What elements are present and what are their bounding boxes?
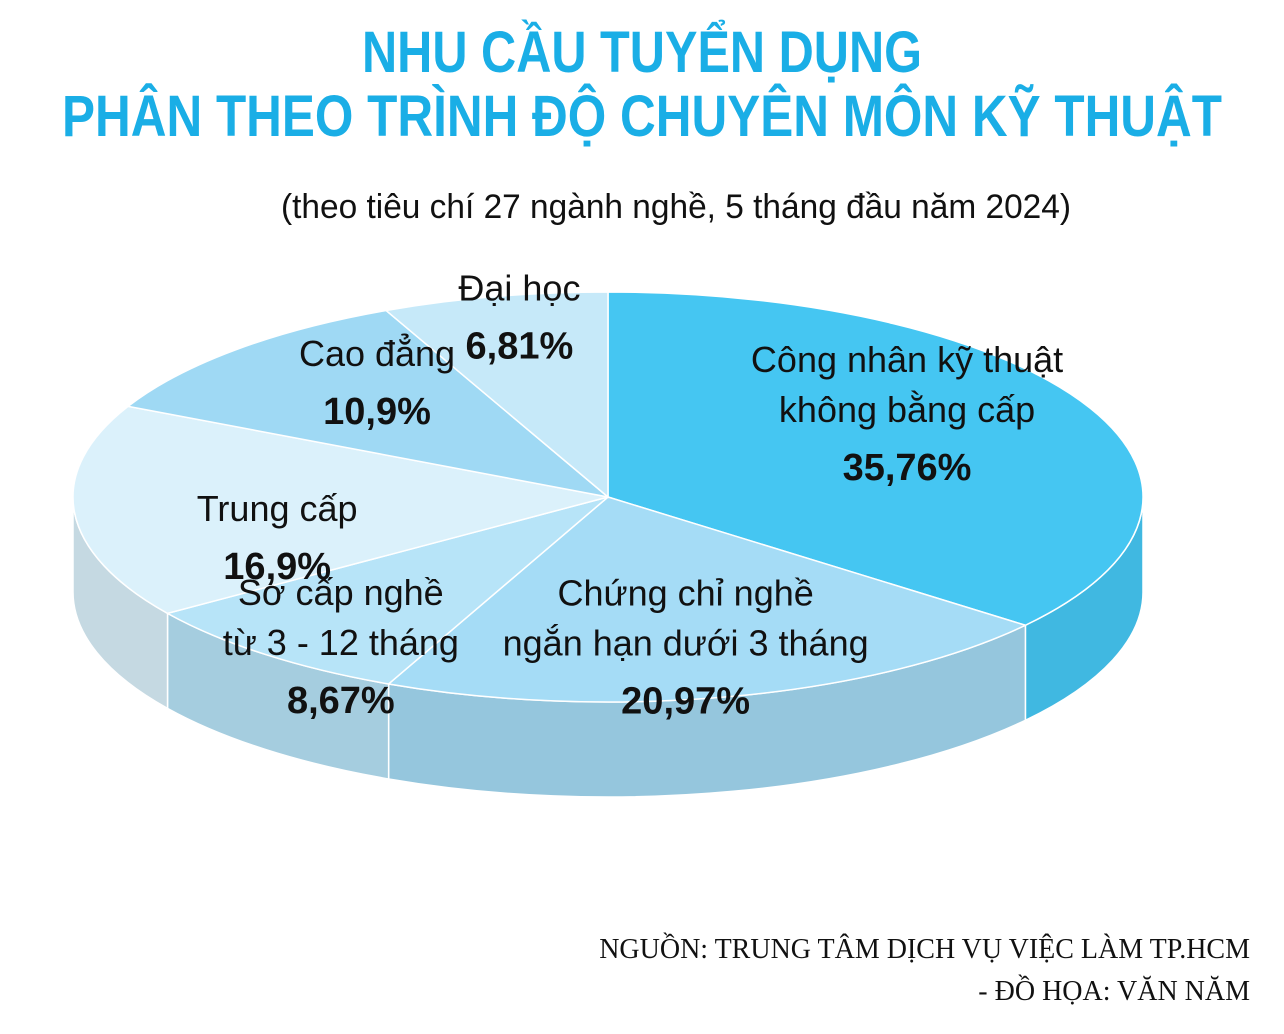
category-label: Công nhân kỹ thuật không bằng cấp [751, 339, 1063, 430]
pie: Công nhân kỹ thuật không bằng cấp 35,76% Ch… [72, 268, 1144, 798]
chart-subtitle: (theo tiêu chí 27 ngành nghề, 5 tháng đầ… [281, 188, 1071, 226]
category-label: Trung cấp [197, 488, 358, 529]
chart-title: NHU CẦU TUYỂN DỤNG PHÂN THEO TRÌNH ĐỘ CHU… [62, 20, 1222, 149]
value-label: 35,76% [843, 447, 972, 489]
slice [126, 309, 611, 499]
value-label: 10,9% [323, 391, 431, 433]
value-label: 20,97% [621, 681, 750, 723]
value-label: 16,9% [223, 546, 331, 588]
category-label: Sơ cấp nghề từ 3 - 12 tháng [223, 572, 459, 663]
slice [607, 291, 1144, 627]
slice [165, 496, 609, 685]
slice [384, 291, 609, 499]
category-label: Cao đẳng [299, 332, 455, 374]
slice [386, 496, 1028, 703]
value-label: 8,67% [287, 680, 395, 722]
slice [72, 405, 609, 615]
source-note: NGUỒN: TRUNG TÂM DỊCH VỤ VIỆC LÀM TP.HCM… [599, 933, 1250, 1007]
category-label: Đại học [458, 268, 580, 309]
category-label: Chứng chỉ nghề ngắn hạn dưới 3 tháng [503, 573, 869, 664]
value-label: 6,81% [466, 326, 574, 368]
